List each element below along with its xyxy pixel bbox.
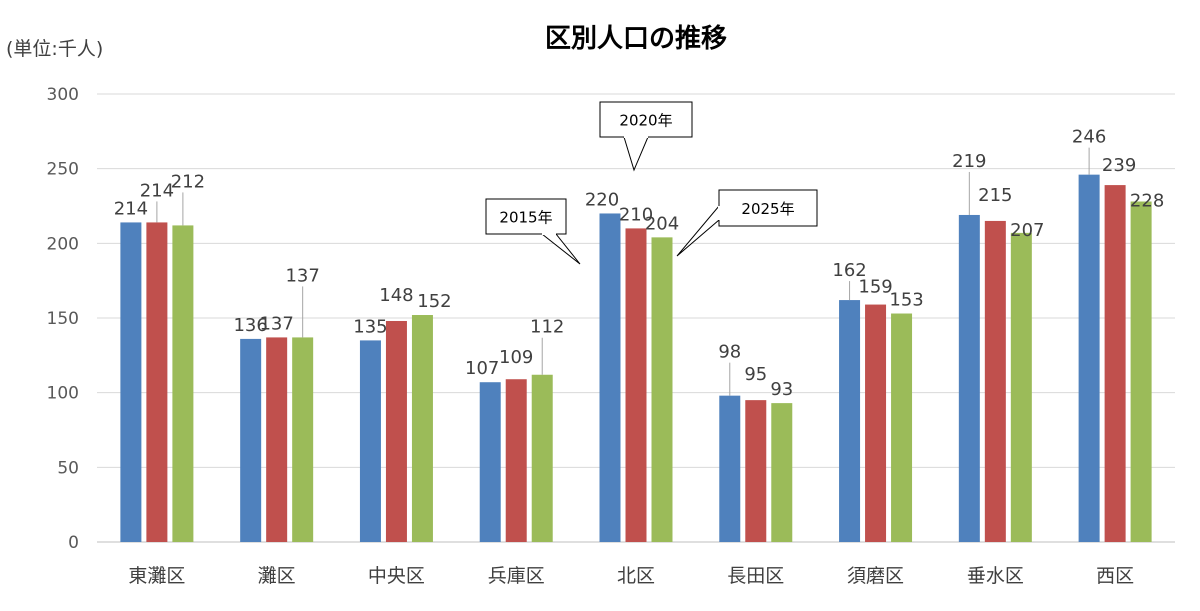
data-label: 159 — [858, 277, 892, 298]
y-tick-label: 100 — [47, 384, 79, 404]
series-callouts: 2015年 2020年 2025年 — [485, 101, 818, 265]
unit-label: (単位:千人) — [6, 38, 103, 60]
bar — [891, 313, 913, 542]
data-label: 153 — [889, 290, 923, 311]
data-label: 135 — [353, 316, 387, 337]
y-tick-label: 200 — [47, 234, 79, 254]
bar — [411, 315, 433, 542]
data-label: 228 — [1130, 191, 1164, 212]
bar — [1130, 201, 1152, 542]
bars — [120, 174, 1152, 543]
data-label: 204 — [645, 213, 679, 234]
data-label: 210 — [619, 204, 653, 225]
data-label: 239 — [1102, 155, 1136, 176]
bar — [719, 395, 741, 542]
callout-tail — [676, 204, 720, 257]
data-label: 214 — [140, 180, 174, 201]
bar — [625, 228, 647, 542]
data-label: 136 — [233, 315, 267, 336]
data-label: 220 — [585, 189, 619, 210]
data-label: 112 — [530, 317, 564, 338]
series-name-callout: 2025年 — [741, 200, 794, 218]
x-tick-label: 北区 — [617, 565, 655, 587]
bar — [505, 379, 527, 542]
data-labels: 214 136 135 107 220 98 162 219 246 214 137 148 109 21… — [114, 127, 1165, 400]
callout-tail — [540, 233, 581, 265]
data-label: 148 — [379, 285, 413, 306]
y-tick-label: 250 — [47, 160, 79, 180]
x-tick-label: 長田区 — [727, 565, 784, 587]
data-label: 98 — [718, 342, 741, 363]
bar — [172, 225, 194, 542]
x-tick-label: 須磨区 — [847, 565, 904, 587]
bar — [146, 222, 168, 542]
series-name-callout: 2020年 — [619, 112, 672, 130]
x-tick-label: 中央区 — [368, 565, 425, 587]
chart-title: 区別人口の推移 — [545, 24, 727, 54]
leader-lines — [156, 147, 1090, 396]
bar — [839, 300, 861, 542]
x-axis: 東灘区 灘区 中央区 兵庫区 北区 長田区 須磨区 垂水区 西区 — [128, 565, 1134, 587]
callout-tail — [623, 136, 649, 172]
y-axis: 0 50 100 150 200 250 300 — [47, 85, 79, 553]
data-label: 152 — [417, 291, 451, 312]
y-tick-label: 150 — [47, 309, 79, 329]
bar — [771, 403, 793, 542]
y-tick-label: 300 — [47, 85, 79, 105]
data-label: 214 — [114, 198, 148, 219]
bar — [958, 214, 980, 542]
series-name-callout: 2015年 — [499, 209, 552, 227]
bar — [479, 382, 501, 542]
x-tick-label: 西区 — [1096, 565, 1134, 587]
bar — [240, 338, 262, 542]
bar — [1104, 185, 1126, 543]
data-label: 109 — [499, 347, 533, 368]
callout-box — [718, 189, 818, 227]
data-label: 215 — [978, 185, 1012, 206]
x-tick-label: 兵庫区 — [488, 565, 545, 587]
bar — [292, 337, 314, 542]
data-label: 219 — [952, 151, 986, 172]
data-label: 137 — [285, 265, 319, 286]
bar — [984, 220, 1006, 542]
data-label: 95 — [744, 364, 767, 385]
bar — [745, 400, 767, 542]
data-label: 212 — [171, 171, 205, 192]
data-label: 93 — [770, 379, 793, 400]
data-label: 246 — [1072, 127, 1106, 148]
bar — [865, 304, 887, 542]
bar — [120, 222, 142, 542]
callout-box — [485, 198, 567, 235]
bar — [385, 320, 407, 542]
bar — [359, 340, 381, 542]
x-tick-label: 東灘区 — [128, 565, 185, 587]
bar — [599, 213, 621, 542]
y-tick-label: 50 — [57, 458, 79, 478]
x-tick-label: 垂水区 — [967, 565, 1024, 587]
bar — [1010, 232, 1032, 542]
bar — [531, 374, 553, 542]
data-label: 207 — [1010, 220, 1044, 241]
y-tick-label: 0 — [68, 533, 79, 553]
bar — [651, 237, 673, 543]
bar — [1078, 174, 1100, 542]
callout-box — [599, 101, 693, 138]
data-label: 137 — [259, 313, 293, 334]
data-label: 162 — [832, 260, 866, 281]
bar — [266, 337, 288, 542]
x-tick-label: 灘区 — [258, 565, 296, 587]
data-label: 107 — [465, 358, 499, 379]
